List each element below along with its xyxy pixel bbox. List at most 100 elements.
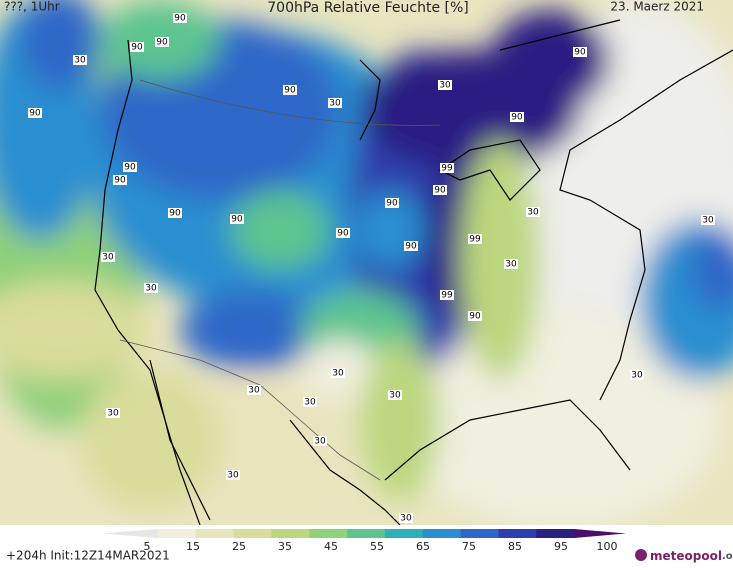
contour-label: 30 xyxy=(702,216,714,226)
label-box xyxy=(630,370,644,380)
label-box xyxy=(283,85,297,95)
label-box xyxy=(130,42,144,52)
colorbar-segment xyxy=(460,529,499,538)
label-box xyxy=(144,283,158,293)
label-box xyxy=(313,436,327,446)
contour-label: 90 xyxy=(114,176,126,186)
contour-label: 30 xyxy=(631,371,643,381)
colorbar-tick-label: 65 xyxy=(416,540,430,553)
label-box xyxy=(106,408,120,418)
label-box xyxy=(28,108,42,118)
colorbar-tick-label: 5 xyxy=(144,540,151,553)
label-box xyxy=(433,185,447,195)
contour-label: 30 xyxy=(74,56,86,66)
contour-label: 30 xyxy=(389,391,401,401)
label-box xyxy=(399,513,413,523)
contour-label: 99 xyxy=(441,291,453,301)
label-box xyxy=(440,163,454,173)
logo-suffix: .org xyxy=(722,551,733,562)
colorbar-segment xyxy=(157,529,197,538)
humidity-field xyxy=(0,0,733,525)
label-box xyxy=(440,290,454,300)
label-box xyxy=(510,112,524,122)
label-box xyxy=(526,207,540,217)
label-box xyxy=(226,470,240,480)
colorbar-tick-label: 25 xyxy=(232,540,246,553)
contour-label: 30 xyxy=(304,398,316,408)
label-box xyxy=(573,47,587,57)
label-box xyxy=(113,175,127,185)
colorbar-segment xyxy=(347,529,386,538)
label-box xyxy=(388,390,402,400)
run-time: ???, 1Uhr xyxy=(4,0,60,14)
contour-label: 90 xyxy=(174,14,186,24)
label-box xyxy=(101,252,115,262)
contour-label: 99 xyxy=(441,164,453,174)
label-box xyxy=(331,368,345,378)
colorbar-tick-label: 35 xyxy=(278,540,292,553)
label-box xyxy=(468,234,482,244)
colorbar-tick-label: 15 xyxy=(186,540,200,553)
coastlines xyxy=(94,19,733,525)
label-box xyxy=(247,385,261,395)
contour-label: 90 xyxy=(231,215,243,225)
colorbar-segment xyxy=(233,529,272,538)
colorbar-tick-label: 55 xyxy=(370,540,384,553)
contour-label: 90 xyxy=(337,229,349,239)
colorbar-segment xyxy=(422,529,462,538)
colorbar-segment xyxy=(536,529,575,538)
colorbar-tick-label: 75 xyxy=(462,540,476,553)
contour-label: 99 xyxy=(469,235,481,245)
contour-label: 30 xyxy=(145,284,157,294)
label-box xyxy=(168,208,182,218)
contour-label: 90 xyxy=(405,242,417,252)
label-box xyxy=(336,228,350,238)
contour-labels: 90 90 90 30 90 30 30 90 90 90 90 99 90 90 30 90 90 90 30 90… xyxy=(28,13,715,524)
colorbar-tick-label: 95 xyxy=(554,540,568,553)
contour-label: 30 xyxy=(505,260,517,270)
contour-label: 90 xyxy=(574,48,586,58)
contour-label: 90 xyxy=(169,209,181,219)
logo-icon xyxy=(635,549,647,561)
colorbar-segment xyxy=(271,529,310,538)
contour-label: 30 xyxy=(439,81,451,91)
label-box xyxy=(504,259,518,269)
colorbar: 5 15 25 35 45 55 65 75 85 95 100 xyxy=(102,529,626,553)
contour-label: 90 xyxy=(469,312,481,322)
colorbar-tick-label: 45 xyxy=(324,540,338,553)
colorbar-segment xyxy=(498,529,537,538)
colorbar-tick-label: 100 xyxy=(597,540,618,553)
label-box xyxy=(123,162,137,172)
label-box xyxy=(173,13,187,23)
label-box xyxy=(468,311,482,321)
label-box xyxy=(438,80,452,90)
contour-label: 90 xyxy=(386,199,398,209)
init-info: +204h Init:12Z14MAR2021 xyxy=(6,549,170,563)
label-box xyxy=(404,241,418,251)
colorbar-tick-label: 85 xyxy=(508,540,522,553)
contour-label: 90 xyxy=(124,163,136,173)
contour-label: 30 xyxy=(314,437,326,447)
contour-label: 30 xyxy=(332,369,344,379)
contour-label: 30 xyxy=(400,514,412,524)
colorbar-segment xyxy=(195,529,235,538)
label-box xyxy=(303,397,317,407)
contour-label: 90 xyxy=(156,38,168,48)
contour-label: 30 xyxy=(102,253,114,263)
label-box xyxy=(385,198,399,208)
label-box xyxy=(701,215,715,225)
contour-label: 30 xyxy=(527,208,539,218)
contour-label: 90 xyxy=(131,43,143,53)
label-box xyxy=(155,37,169,47)
label-box xyxy=(73,55,87,65)
label-box xyxy=(230,214,244,224)
logo: meteopool.org xyxy=(650,549,733,563)
contour-label: 30 xyxy=(248,386,260,396)
colorbar-arrow xyxy=(102,529,158,538)
borders xyxy=(119,79,441,481)
map-title: 700hPa Relative Feuchte [%] xyxy=(267,0,468,16)
valid-date: 23. Maerz 2021 xyxy=(610,0,704,14)
colorbar-segment xyxy=(384,529,424,538)
